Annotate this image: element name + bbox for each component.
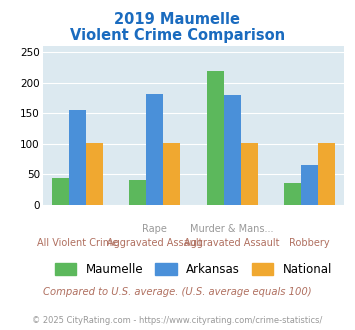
- Bar: [146, 94, 163, 205]
- Bar: [207, 71, 224, 205]
- Bar: [301, 165, 318, 205]
- Bar: [86, 143, 103, 205]
- Bar: [52, 179, 69, 205]
- Text: Aggravated Assault: Aggravated Assault: [107, 238, 203, 248]
- Text: Violent Crime Comparison: Violent Crime Comparison: [70, 28, 285, 43]
- Text: © 2025 CityRating.com - https://www.cityrating.com/crime-statistics/: © 2025 CityRating.com - https://www.city…: [32, 316, 323, 325]
- Bar: [318, 143, 335, 205]
- Bar: [224, 95, 241, 205]
- Bar: [284, 183, 301, 205]
- Text: All Violent Crime: All Violent Crime: [37, 238, 118, 248]
- Bar: [129, 180, 146, 205]
- Bar: [241, 143, 258, 205]
- Legend: Maumelle, Arkansas, National: Maumelle, Arkansas, National: [50, 258, 337, 280]
- Bar: [69, 110, 86, 205]
- Text: Compared to U.S. average. (U.S. average equals 100): Compared to U.S. average. (U.S. average …: [43, 287, 312, 297]
- Text: Robbery: Robbery: [289, 238, 330, 248]
- Text: 2019 Maumelle: 2019 Maumelle: [115, 12, 240, 26]
- Text: Rape: Rape: [142, 224, 167, 234]
- Text: Aggravated Assault: Aggravated Assault: [184, 238, 280, 248]
- Bar: [163, 143, 180, 205]
- Text: Murder & Mans...: Murder & Mans...: [190, 224, 274, 234]
